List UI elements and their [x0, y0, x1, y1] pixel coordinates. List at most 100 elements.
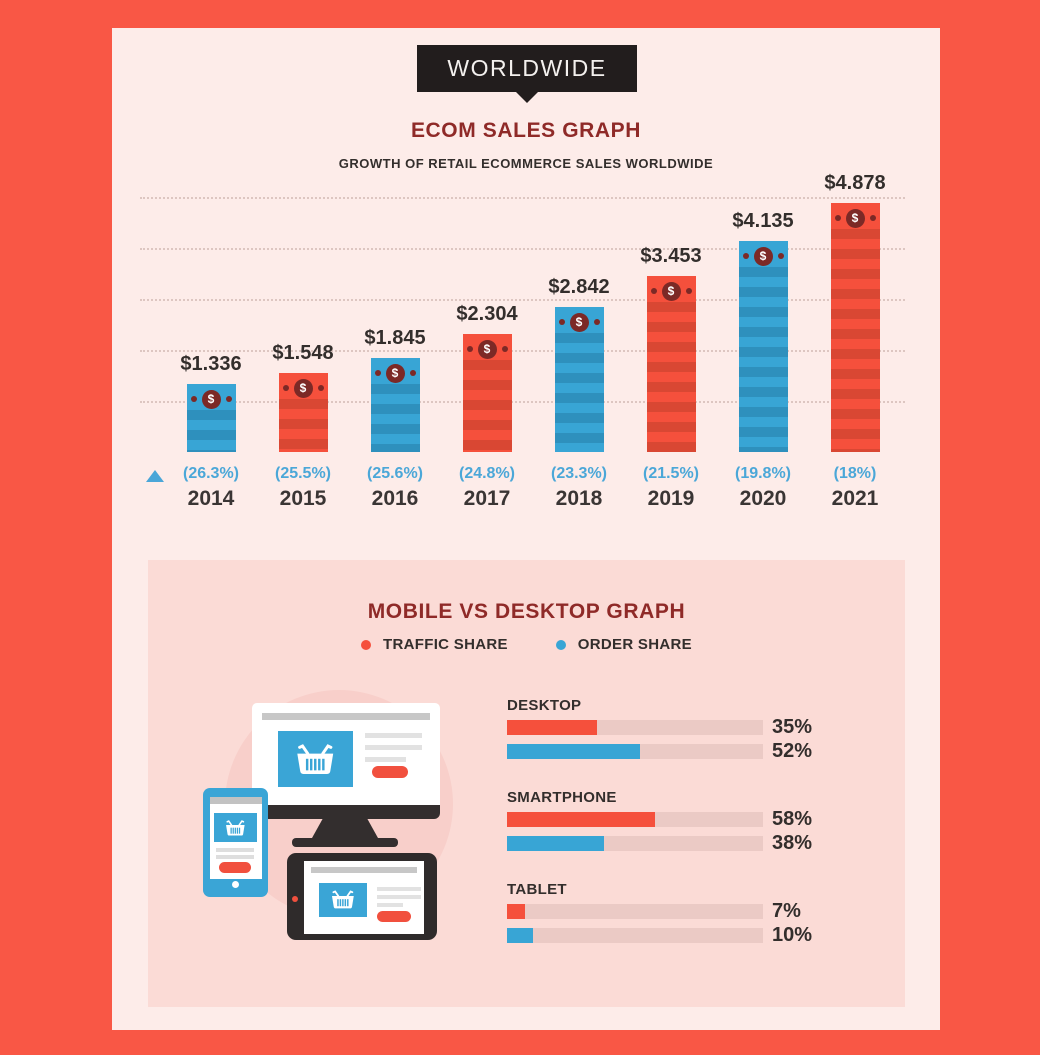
shopping-basket-icon	[319, 883, 367, 917]
coin-side-dot	[777, 253, 784, 259]
monitor-stand-neck	[312, 819, 378, 838]
bar-value-label: $2.304	[456, 303, 518, 325]
legend-label: TRAFFIC SHARE	[383, 636, 508, 653]
order-share-track	[507, 744, 763, 759]
coin-side-dot	[650, 288, 657, 294]
percent-value-label: 10%	[772, 924, 813, 946]
dollar-coin-icon: $	[753, 247, 773, 266]
bar-year-label: 2021	[831, 487, 879, 510]
percent-value-label: 35%	[772, 716, 813, 738]
ecom-bar-2019: $	[646, 276, 696, 452]
gridline	[140, 299, 905, 301]
coin-side-dot	[282, 385, 289, 391]
traffic-share-fill	[507, 812, 655, 827]
legend-label: ORDER SHARE	[577, 636, 692, 653]
ecom-bar-2017: $	[462, 334, 512, 452]
bar-stripes	[646, 302, 696, 452]
buy-button-shape	[219, 862, 251, 873]
coin-side-dot	[501, 346, 508, 352]
bar-growth-label: (21.5%)	[642, 465, 700, 482]
device-group-label: DESKTOP	[507, 697, 582, 714]
text-line	[365, 745, 422, 750]
buy-button-shape	[377, 911, 411, 922]
buy-button-shape	[372, 766, 408, 778]
tablet-toolbar	[311, 867, 417, 873]
traffic-share-track	[507, 720, 763, 735]
percent-value-label: 7%	[772, 900, 801, 922]
text-line	[365, 757, 406, 762]
bar-year-label: 2014	[187, 487, 235, 510]
dollar-coin-icon: $	[385, 364, 405, 383]
monitor-stand-base	[292, 838, 398, 847]
bar-value-label: $4.135	[732, 210, 794, 232]
bar-growth-label: (19.8%)	[734, 465, 792, 482]
device-group-label: TABLET	[507, 881, 567, 898]
ecom-bar-2018: $	[554, 307, 604, 452]
ecom-bar-2015: $	[278, 373, 328, 452]
worldwide-banner: WORLDWIDE	[417, 45, 637, 92]
percent-value-label: 38%	[772, 832, 813, 854]
coin-side-dot	[742, 253, 749, 259]
bar-value-label: $2.842	[548, 276, 610, 298]
bar-stripes	[554, 333, 604, 452]
bar-stripes	[738, 267, 788, 452]
coin-side-dot	[190, 396, 197, 402]
gridline	[140, 401, 905, 403]
coin-side-dot	[558, 319, 565, 325]
bar-growth-label: (24.8%)	[458, 465, 516, 482]
bar-growth-label: (25.5%)	[274, 465, 332, 482]
mobile-desktop-title: MOBILE VS DESKTOP GRAPH	[367, 600, 686, 623]
bar-stripes	[830, 229, 880, 452]
device-group-label: SMARTPHONE	[507, 789, 617, 806]
dollar-coin-icon: $	[661, 282, 681, 301]
bar-growth-label: (26.3%)	[182, 465, 240, 482]
ecom-bar-2021: $	[830, 203, 880, 452]
order-share-fill	[507, 836, 604, 851]
text-line	[377, 895, 421, 899]
dollar-coin-icon: $	[293, 379, 313, 398]
bar-year-label: 2017	[463, 487, 511, 510]
bar-growth-label: (23.3%)	[550, 465, 608, 482]
text-line	[216, 848, 254, 852]
traffic-share-track	[507, 904, 763, 919]
dollar-coin-icon: $	[477, 340, 497, 359]
bar-year-label: 2016	[371, 487, 419, 510]
gridline	[140, 248, 905, 250]
traffic-share-fill	[507, 720, 597, 735]
gridline	[140, 197, 905, 199]
bar-year-label: 2015	[279, 487, 327, 510]
coin-side-dot	[593, 319, 600, 325]
coin-side-dot	[317, 385, 324, 391]
text-line	[377, 903, 403, 907]
dollar-coin-icon: $	[845, 209, 865, 228]
monitor-bezel	[252, 805, 440, 819]
coin-side-dot	[869, 215, 876, 221]
coin-side-dot	[374, 370, 381, 376]
coin-side-dot	[225, 396, 232, 402]
monitor-toolbar	[262, 713, 430, 720]
bar-value-label: $4.878	[824, 172, 886, 194]
bar-value-label: $1.548	[272, 342, 334, 364]
percent-value-label: 58%	[772, 808, 813, 830]
ecom-chart-subtitle: GROWTH OF RETAIL ECOMMERCE SALES WORLDWI…	[338, 156, 714, 171]
order-share-fill	[507, 744, 640, 759]
text-line	[377, 887, 421, 891]
coin-side-dot	[466, 346, 473, 352]
order-share-track	[507, 836, 763, 851]
bar-value-label: $3.453	[640, 245, 702, 267]
bar-year-label: 2019	[647, 487, 695, 510]
order-share-fill	[507, 928, 533, 943]
red-dot-icon	[361, 639, 372, 650]
shopping-basket-icon	[278, 731, 353, 787]
bar-stripes	[278, 399, 328, 452]
devices-illustration	[200, 688, 460, 948]
ecom-bar-2014: $	[186, 384, 236, 452]
phone-home-button	[232, 881, 239, 888]
bar-year-label: 2020	[739, 487, 787, 510]
coin-side-dot	[834, 215, 841, 221]
text-line	[365, 733, 422, 738]
legend-item-order-share: ORDER SHARE	[555, 636, 692, 653]
legend-item-traffic-share: TRAFFIC SHARE	[361, 636, 508, 653]
bar-value-label: $1.845	[364, 327, 426, 349]
